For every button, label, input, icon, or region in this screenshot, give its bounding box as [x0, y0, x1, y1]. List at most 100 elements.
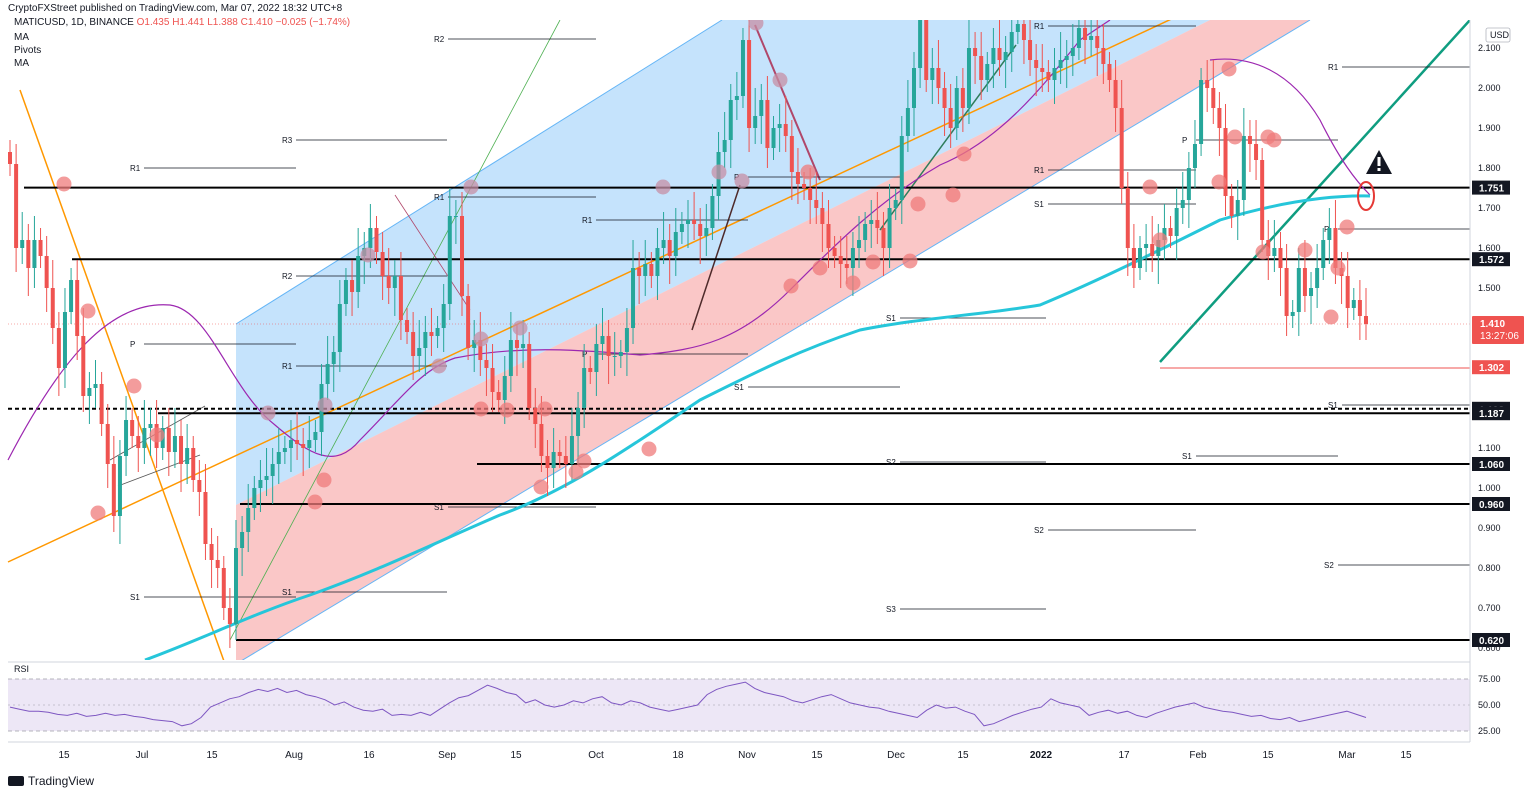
- candle-body: [62, 312, 67, 368]
- time-tick-label: 15: [811, 750, 823, 761]
- currency-label[interactable]: USD: [1490, 30, 1510, 40]
- price-tick-label: 1.800: [1478, 163, 1501, 173]
- candle-body: [502, 376, 507, 400]
- swing-marker: [1255, 244, 1271, 260]
- candle-body: [191, 448, 196, 480]
- pivot-label: P: [582, 350, 587, 359]
- candle-body: [179, 436, 184, 464]
- orange-downtrend-line: [19, 89, 225, 660]
- pivot-label: R1: [1328, 63, 1339, 72]
- rsi-label: RSI: [14, 664, 29, 674]
- candle-body: [301, 444, 306, 448]
- candle-body: [1223, 128, 1228, 196]
- candle-body: [1125, 188, 1130, 248]
- swing-marker: [812, 260, 828, 276]
- candle-body: [576, 408, 581, 436]
- pivot-label: R1: [1034, 22, 1045, 31]
- candle-body: [398, 276, 403, 320]
- candle-body: [759, 100, 764, 116]
- candle-body: [1211, 88, 1216, 108]
- time-axis[interactable]: 15 Jul 15 Aug 16 Sep 15 Oct 18 Nov 15 Dec 15 2022 17 Fe…: [58, 750, 1412, 761]
- candle-body: [569, 436, 574, 464]
- candle-body: [1089, 36, 1094, 40]
- candle-body: [521, 344, 526, 348]
- swing-marker: [734, 173, 750, 189]
- candle-body: [185, 448, 190, 464]
- swing-marker: [1330, 260, 1346, 276]
- candle-body: [1150, 244, 1155, 256]
- candle-body: [863, 224, 868, 240]
- pivot-label: S1: [282, 588, 292, 597]
- support-resistance-levels: [8, 186, 1470, 641]
- swing-marker: [260, 405, 276, 421]
- pivot-label: S1: [1328, 401, 1338, 410]
- candle-body: [698, 224, 703, 236]
- green-steep-line: [229, 20, 561, 641]
- time-tick-label: 15: [206, 750, 218, 761]
- candle-body: [1278, 248, 1283, 268]
- symbol-title[interactable]: MATICUSD, 1D, BINANCE: [14, 17, 134, 28]
- candle-body: [313, 432, 318, 440]
- swing-marker: [537, 401, 553, 417]
- price-axis[interactable]: 2.1002.0001.9001.8001.7001.6001.5001.400…: [1478, 43, 1501, 653]
- candle-body: [405, 320, 410, 332]
- candle-body: [960, 88, 965, 108]
- swing-marker: [1339, 219, 1355, 235]
- swing-marker: [463, 179, 479, 195]
- level-tag-label: 1.751: [1479, 184, 1504, 195]
- indicator-ma-1[interactable]: MA: [14, 32, 29, 43]
- candle-body: [679, 224, 684, 232]
- candle-body: [533, 408, 538, 424]
- highlight-circle: [1357, 181, 1375, 211]
- candle-body: [258, 480, 263, 488]
- time-tick-label: 15: [510, 750, 522, 761]
- indicator-pivots[interactable]: Pivots: [14, 45, 42, 56]
- candle-body: [1119, 108, 1124, 188]
- candle-body: [490, 368, 495, 392]
- red-ascending-channel: [236, 20, 1310, 660]
- swing-marker: [360, 247, 376, 263]
- rsi-tick-label: 50.00: [1478, 700, 1501, 710]
- candle-body: [594, 344, 599, 372]
- candle-body: [1260, 160, 1265, 240]
- last-price-tag: 1.410 13:27:06: [1472, 316, 1524, 344]
- ohlc-values: O1.435 H1.441 L1.388 C1.410 −0.025 (−1.7…: [136, 17, 351, 28]
- candle-body: [814, 200, 819, 208]
- candle-body: [423, 332, 428, 348]
- dark-line: [691, 184, 741, 331]
- candle-body: [734, 96, 739, 100]
- candle-body: [710, 196, 715, 228]
- swing-marker: [1266, 132, 1282, 148]
- swing-marker: [1152, 232, 1168, 248]
- swing-marker: [655, 179, 671, 195]
- candle-body: [1290, 312, 1295, 316]
- swing-marker: [1297, 242, 1313, 258]
- swing-marker: [956, 146, 972, 162]
- candle-body: [1095, 36, 1100, 48]
- candle-body: [1070, 48, 1075, 56]
- indicator-ma-2[interactable]: MA: [14, 58, 29, 69]
- tradingview-logo[interactable]: TradingView: [8, 774, 94, 788]
- candle-body: [221, 568, 226, 608]
- pivot-label: R1: [130, 164, 141, 173]
- candle-body: [240, 532, 245, 548]
- candle-body: [350, 280, 355, 292]
- candle-body: [1040, 68, 1045, 72]
- candle-body: [881, 228, 886, 248]
- time-tick-label: 15: [1262, 750, 1274, 761]
- candle-body: [1180, 200, 1185, 208]
- rsi-line: [9, 681, 1367, 727]
- candle-body: [1186, 168, 1191, 200]
- price-tick-label: 1.900: [1478, 123, 1501, 133]
- pivot-label: R2: [282, 272, 293, 281]
- pivot-label: P: [130, 340, 135, 349]
- time-tick-label: 15: [1400, 750, 1412, 761]
- candle-body: [264, 476, 269, 480]
- swing-marker: [1142, 179, 1158, 195]
- candle-body: [1052, 68, 1057, 80]
- pivot-label: S1: [434, 503, 444, 512]
- candle-body: [99, 384, 104, 424]
- price-tick-label: 1.100: [1478, 443, 1501, 453]
- candle-body: [966, 48, 971, 108]
